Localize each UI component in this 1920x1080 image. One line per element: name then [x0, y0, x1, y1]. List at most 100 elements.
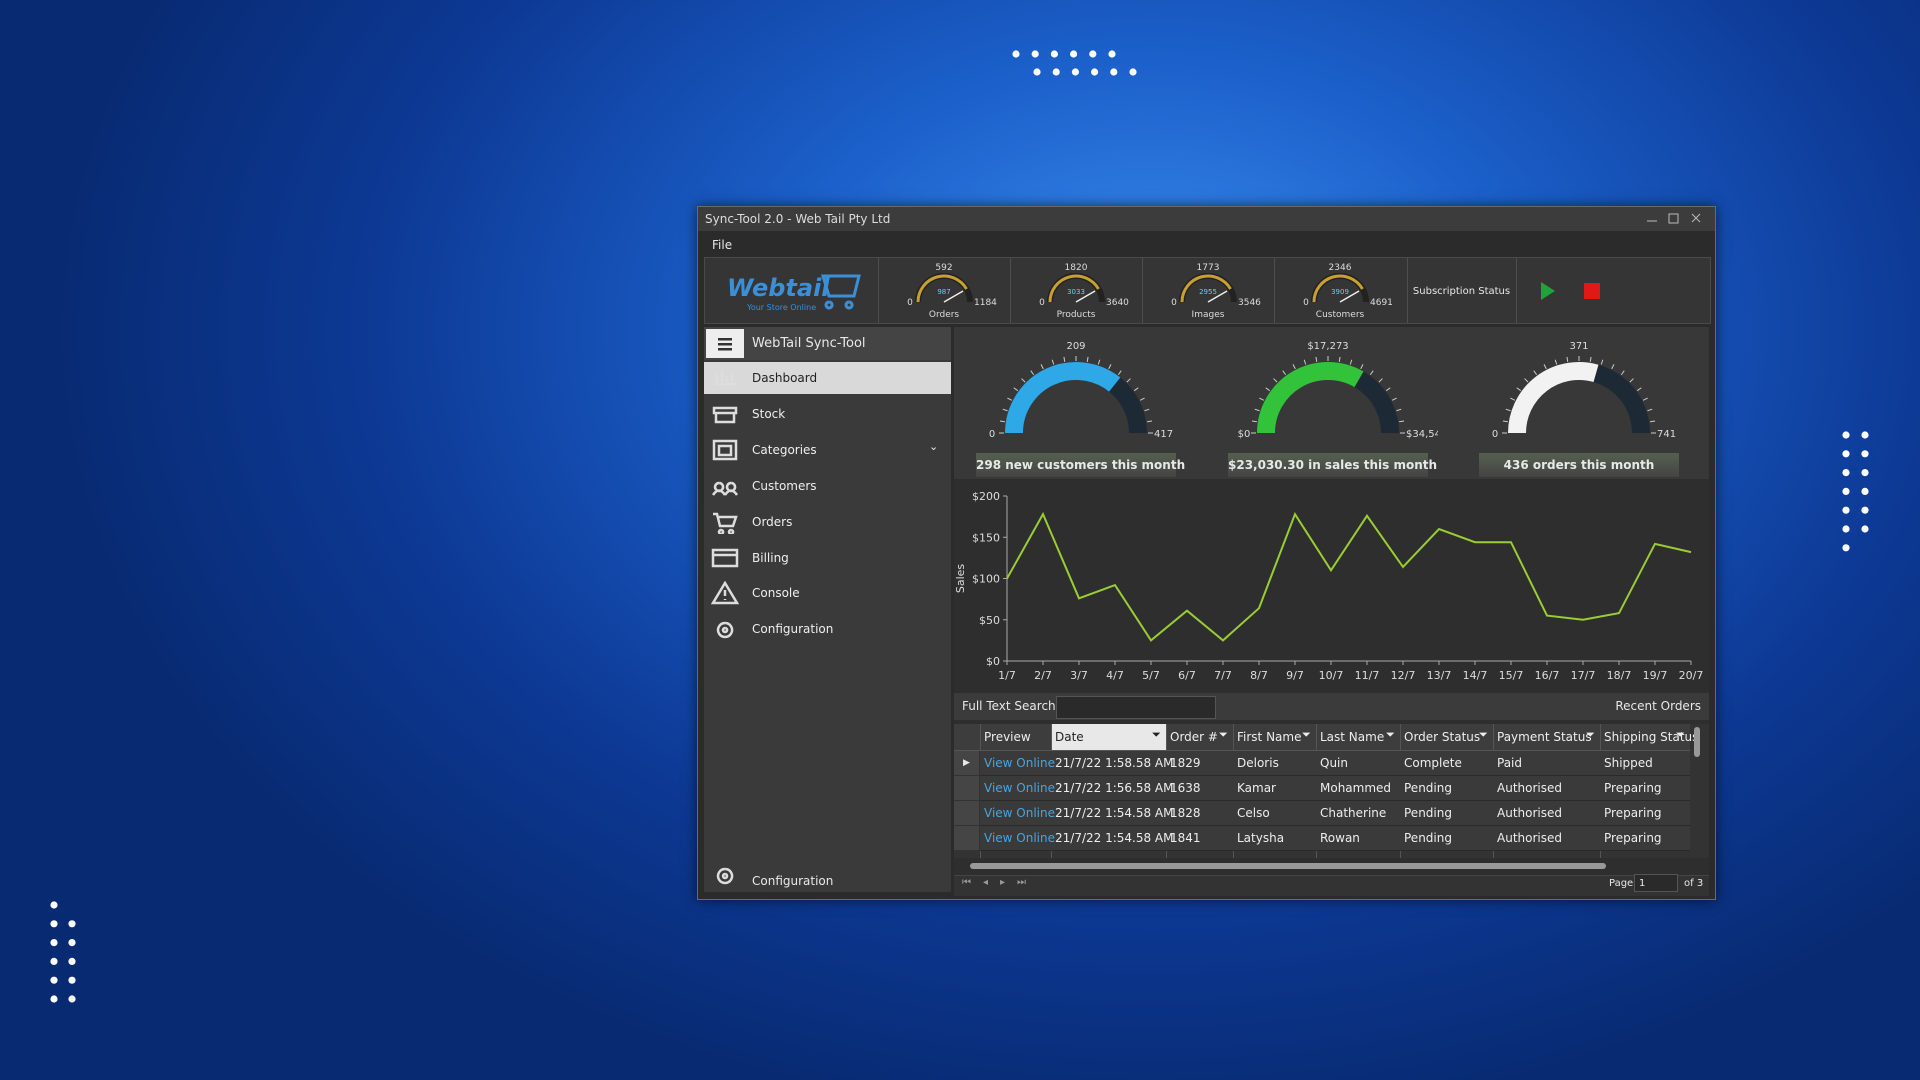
table-cell: Rowan: [1320, 831, 1360, 845]
gauge-tick: [1293, 364, 1295, 368]
dot: [1053, 68, 1060, 75]
gauge-tick: [1259, 398, 1263, 400]
column-header[interactable]: Order Status: [1404, 730, 1480, 744]
pager-total: of 3: [1684, 878, 1703, 889]
nav-icon: [711, 474, 739, 498]
gauge-label: Orders: [929, 310, 960, 320]
table-cell: Pending: [1404, 831, 1452, 845]
gauge-tick: [1621, 371, 1624, 375]
nav-item[interactable]: Stock: [752, 407, 785, 421]
gauge-tick: [1098, 360, 1100, 365]
gauge-tick: [1087, 357, 1088, 362]
table-cell: Celso: [1237, 806, 1270, 820]
column-header[interactable]: Order #: [1170, 730, 1218, 744]
mini-gauge: 2955177303546Images: [1142, 258, 1274, 323]
dot: [50, 958, 57, 965]
nav-icon: [711, 581, 739, 605]
gauge-min: 0: [989, 429, 995, 440]
nav-icon: [711, 366, 739, 390]
icon-shape: [713, 483, 737, 495]
column-header[interactable]: Preview: [984, 730, 1031, 744]
window-title: Sync-Tool 2.0 - Web Tail Pty Ltd: [705, 212, 890, 226]
gauge-tick: [1147, 421, 1152, 422]
dot: [1091, 68, 1098, 75]
dot: [50, 901, 57, 908]
column-header[interactable]: First Name: [1237, 730, 1301, 744]
table-cell: 21/7/22 1:58.58 AM: [1055, 756, 1173, 770]
x-tick-label: 2/7: [1034, 669, 1052, 682]
table-cell: Shipped: [1604, 756, 1653, 770]
gauge-tick: [1031, 371, 1034, 375]
nav-item[interactable]: Console: [752, 586, 800, 600]
table-cell: 1828: [1170, 806, 1201, 820]
controls: [1525, 278, 1605, 304]
table-cell: Paid: [1497, 756, 1522, 770]
h-scrollbar[interactable]: [970, 863, 1606, 869]
v-scrollbar[interactable]: [1694, 727, 1700, 757]
nav-item[interactable]: Dashboard: [752, 371, 817, 385]
dot: [1842, 488, 1849, 495]
gauge-tick: [1339, 357, 1340, 362]
gauge-mid: 592: [935, 263, 952, 273]
toggle-bar: [718, 348, 732, 351]
nav-item[interactable]: Orders: [752, 515, 792, 529]
nav-item[interactable]: Billing: [752, 551, 789, 565]
nav-highlight: [704, 362, 951, 394]
pager-nav[interactable]: ⏮◂▸⏭: [962, 877, 1038, 888]
gauge-mid: 209: [1066, 341, 1085, 352]
table-cell[interactable]: View Online: [984, 806, 1055, 820]
table-cell: Pending: [1404, 781, 1452, 795]
table-cell: Deloris: [1237, 756, 1279, 770]
y-axis-label: Sales: [954, 564, 967, 594]
icon-shape: [713, 550, 737, 566]
line-chart: $0$50$100$150$2001/72/73/74/75/76/77/78/…: [954, 479, 1709, 691]
nav-item[interactable]: Customers: [752, 479, 817, 493]
dot: [1012, 50, 1019, 57]
separator: [1516, 258, 1517, 323]
dot: [1861, 431, 1868, 438]
x-tick-label: 9/7: [1286, 669, 1304, 682]
dot: [1842, 525, 1849, 532]
gauge-tick: [1590, 357, 1591, 362]
icon-shape: [714, 408, 736, 422]
window-controls[interactable]: [1643, 211, 1711, 227]
dot: [1070, 50, 1077, 57]
nav-item[interactable]: Configuration: [752, 622, 833, 636]
gauge-tick: [1503, 421, 1508, 422]
nav-item[interactable]: Configuration: [752, 874, 833, 888]
gauge-min: 0: [907, 298, 913, 308]
search-input[interactable]: [1056, 696, 1216, 719]
gauge-tick: [1316, 357, 1317, 362]
table-cell[interactable]: View Online: [984, 756, 1055, 770]
x-tick-label: 15/7: [1499, 669, 1524, 682]
column-header[interactable]: Last Name: [1320, 730, 1384, 744]
gauge-tick: [1386, 388, 1390, 391]
gauge-min: 0: [1171, 298, 1177, 308]
dot: [1861, 450, 1868, 457]
dot: [1861, 469, 1868, 476]
mini-gauge: 3033182003640Products: [1010, 258, 1142, 323]
gauge-tick: [1361, 364, 1363, 368]
gauge-tick: [1506, 409, 1511, 411]
x-tick-label: 17/7: [1571, 669, 1596, 682]
pager-label: Page: [1609, 878, 1633, 889]
table-cell: 21/7/22 1:56.58 AM: [1055, 781, 1173, 795]
menu-item[interactable]: File: [712, 238, 732, 252]
dot: [1072, 68, 1079, 75]
stop-button: [1584, 283, 1600, 299]
dot: [1108, 50, 1115, 57]
dot: [1842, 507, 1849, 514]
column-header[interactable]: Payment Status: [1497, 730, 1592, 744]
table-cell[interactable]: View Online: [984, 831, 1055, 845]
gauge-tick: [1517, 388, 1521, 391]
gauge-tick: [1144, 409, 1149, 411]
table-cell[interactable]: View Online: [984, 781, 1055, 795]
gauge-caption: 436 orders this month: [1479, 453, 1679, 477]
x-tick-label: 6/7: [1178, 669, 1196, 682]
column-header[interactable]: Date: [1055, 730, 1084, 744]
pager-input[interactable]: 1: [1634, 874, 1678, 892]
dot: [1842, 469, 1849, 476]
gauge-tick: [1630, 379, 1634, 383]
gauge-mid: 2346: [1329, 263, 1352, 273]
nav-item[interactable]: Categories: [752, 443, 817, 457]
